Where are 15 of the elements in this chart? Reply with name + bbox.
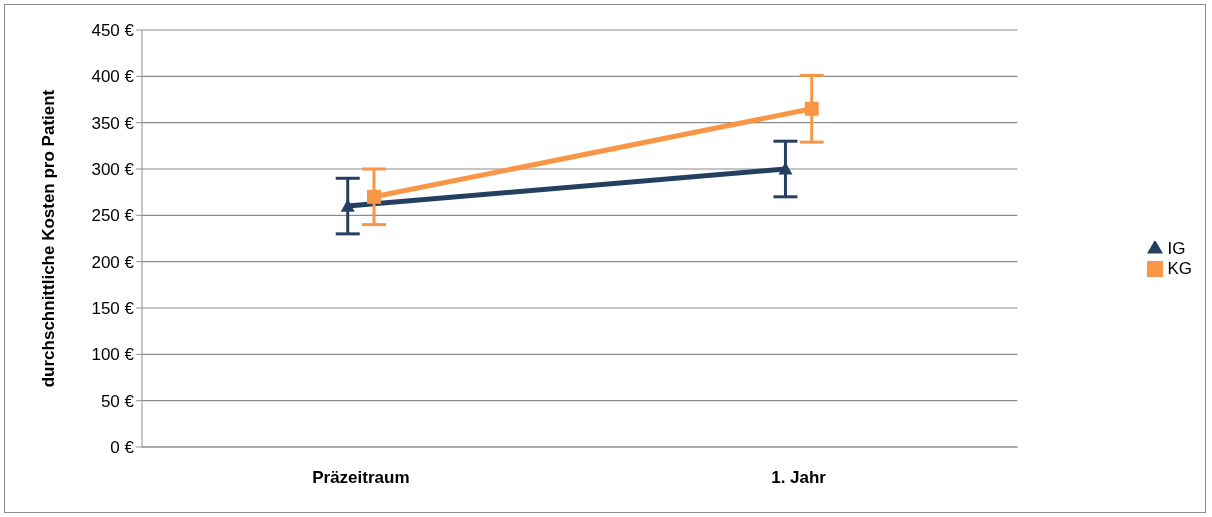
y-tick-label: 150 €	[91, 299, 135, 319]
legend-label: IG	[1167, 238, 1186, 258]
y-tick-label: 450 €	[91, 21, 135, 41]
y-tick-label: 0 €	[110, 438, 135, 458]
y-tick-label: 250 €	[91, 206, 135, 226]
legend-label: KG	[1167, 258, 1192, 278]
y-axis-title: durchschnittliche Kosten pro Patient	[39, 89, 59, 388]
y-tick-label: 50 €	[100, 391, 135, 411]
x-tick-label: Präzeitraum	[312, 468, 410, 488]
y-tick-label: 400 €	[91, 67, 135, 87]
x-tick-label: 1. Jahr	[771, 468, 827, 488]
y-tick-label: 200 €	[91, 252, 135, 272]
y-tick-label: 300 €	[91, 160, 135, 180]
y-tick-label: 350 €	[91, 113, 135, 133]
y-tick-label: 100 €	[91, 345, 135, 365]
